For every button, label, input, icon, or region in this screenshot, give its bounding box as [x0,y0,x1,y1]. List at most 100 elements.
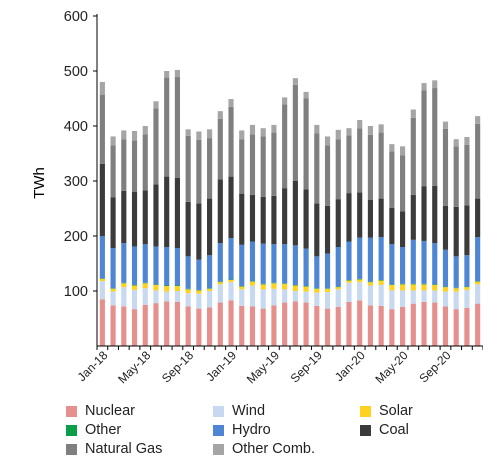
bar-segment-hydro [421,240,427,284]
bar-segment-wind [400,290,406,307]
bar-segment-other-comb [153,101,159,109]
bar-segment-hydro [346,241,352,280]
bar-segment-wind [185,293,191,307]
bar-segment-coal [110,197,116,249]
bar-segment-coal [239,193,245,245]
x-tick-label: Sep-20 [416,348,453,385]
x-tick-label: May-19 [244,348,282,386]
bar-segment-coal [314,203,320,257]
bar-segment-other [217,281,223,283]
bar-segment-wind [464,289,470,309]
bar-segment-other-comb [346,128,352,136]
bar-segment-solar [249,281,256,286]
y-tick-label: 600 [64,9,88,25]
bar-segment-other [475,281,481,282]
bar-segment-other-comb [217,111,223,119]
bar-segment-natural-gas [475,123,481,199]
legend-item: Wind [213,402,265,420]
bar-segment-wind [324,292,331,309]
legend-label: Natural Gas [85,441,163,457]
bar-segment-hydro [453,256,459,288]
legend-swatch [360,424,371,436]
legend-label: Wind [232,403,266,419]
bar-segment-solar [324,288,331,293]
bar-segment-other-comb [99,82,105,95]
bar-segment-other [260,283,266,285]
legend-label: Hydro [232,422,271,438]
bar-segment-coal [196,203,202,260]
bar-segment-nuclear [239,305,245,346]
bar-segment-nuclear [475,303,481,346]
bar-segment-hydro [153,246,159,285]
legend-label: Other [85,422,122,438]
legend-label: Nuclear [85,403,135,419]
bar-segment-other-comb [432,80,438,89]
bar-segment-solar [121,283,127,288]
bar-segment-other [110,288,116,289]
bar-segment-hydro [207,255,213,289]
bar-segment-other-comb [131,130,138,141]
bar-segment-wind [260,289,266,309]
bar-segment-coal [228,176,234,239]
bar-segment-natural-gas [421,90,427,187]
bar-segment-other [303,286,309,287]
bar-segment-solar [432,284,438,291]
bar-segment-nuclear [207,307,213,346]
bar-segment-other-comb [207,129,213,139]
bar-segment-wind [121,287,127,307]
bar-segment-nuclear [432,302,438,346]
bar-segment-solar [239,286,245,290]
bar-segment-other-comb [239,130,245,140]
bar-segment-other [196,289,202,291]
bar-segment-other-comb [442,121,449,129]
bar-segment-other [421,283,427,285]
bar-segment-nuclear [400,306,406,346]
x-tick-label: May-20 [373,348,411,386]
bar-segment-wind [367,285,373,306]
legend-label: Other Comb. [232,441,315,457]
bar-segment-hydro [357,237,363,279]
bar-segment-natural-gas [271,132,277,196]
bar-segment-hydro [228,238,234,280]
x-tick-label: Jan-19 [203,348,239,384]
bar-segment-nuclear [346,302,352,346]
bar-segment-wind [442,291,449,307]
bar-segment-other-comb [475,116,481,124]
bar-segment-natural-gas [207,138,213,199]
bar-segment-wind [110,291,116,306]
bar-segment-other [432,284,438,285]
bar-segment-natural-gas [282,104,288,189]
bar-segment-hydro [142,244,148,283]
y-tick-label: 100 [64,284,88,300]
bar-segment-natural-gas [131,140,138,192]
bar-segment-other-comb [121,130,127,140]
bar-segment-solar [464,287,470,290]
bar-segment-solar [196,290,202,294]
x-tick-label: Jan-20 [332,348,368,384]
bar-segment-nuclear [335,306,341,346]
bar-segment-other-comb [314,124,320,134]
legend-item: Other Comb. [213,440,315,458]
bar-segment-nuclear [110,305,116,346]
bar-segment-natural-gas [303,98,309,190]
bar-segment-other [367,281,373,283]
bar-segment-hydro [410,239,416,284]
bar-segment-hydro [442,249,449,287]
bar-segment-other [357,278,363,280]
bar-segment-coal [303,189,309,249]
bar-segment-nuclear [228,300,234,346]
legend-swatch [360,405,371,417]
bar-segment-other-comb [400,146,406,156]
bar-segment-solar [131,285,138,290]
bar-segment-nuclear [421,302,427,346]
bar-segment-nuclear [314,305,320,346]
bar-segment-solar [282,283,288,290]
bar-segment-wind [239,289,245,306]
bar-segment-nuclear [324,308,331,346]
bar-segment-nuclear [410,303,416,346]
bar-segment-other [249,281,256,282]
bar-segment-hydro [324,253,331,289]
bar-segment-solar [475,281,481,285]
bar-segment-other-comb [249,124,256,135]
bar-segment-solar [389,284,395,291]
